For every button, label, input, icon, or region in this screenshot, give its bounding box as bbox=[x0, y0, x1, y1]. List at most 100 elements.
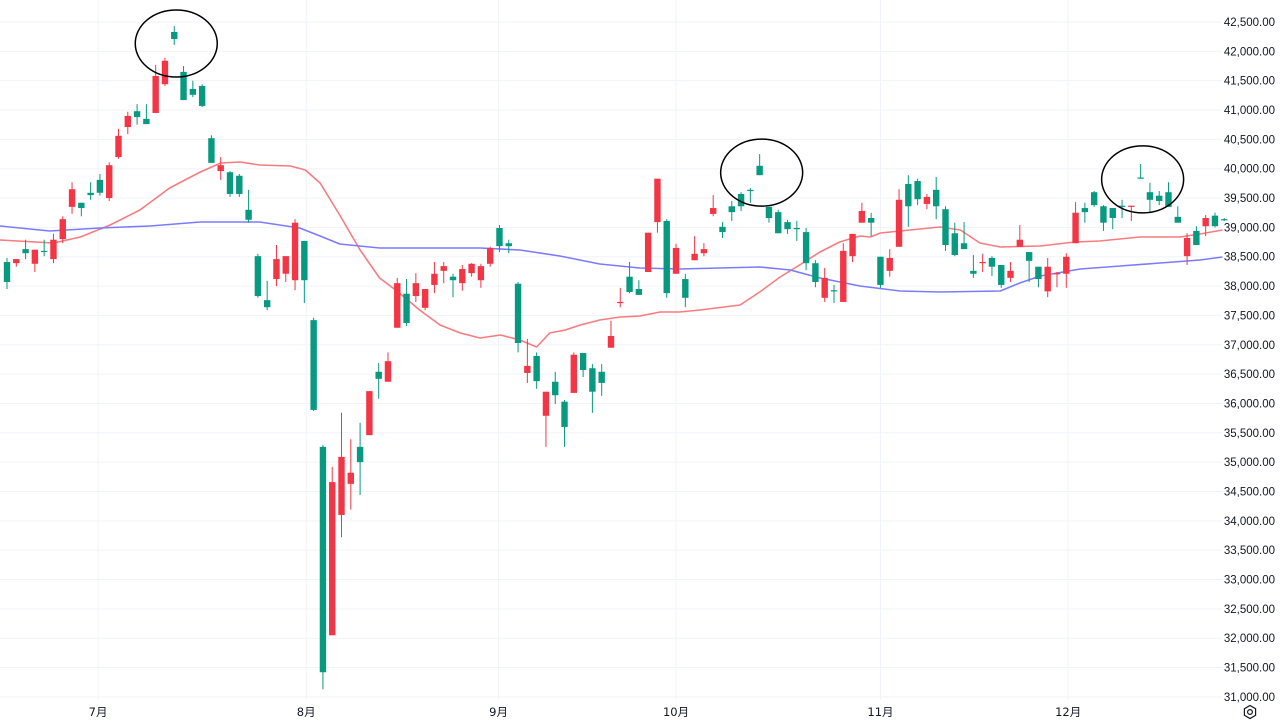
candle-down bbox=[87, 182, 94, 200]
y-tick-label: 33,000.00 bbox=[1224, 575, 1275, 587]
candle-up bbox=[59, 216, 66, 244]
candle-down bbox=[877, 256, 884, 288]
candle-body bbox=[1146, 192, 1154, 200]
candle-down bbox=[505, 239, 512, 254]
candle-body bbox=[1174, 216, 1181, 223]
candle-up bbox=[217, 156, 224, 180]
candle-body bbox=[40, 250, 48, 253]
candle-body bbox=[960, 243, 968, 250]
candle-up bbox=[486, 246, 494, 267]
candle-up bbox=[858, 202, 866, 223]
candle-down bbox=[133, 104, 141, 125]
candle-up bbox=[821, 267, 828, 302]
candle-down bbox=[867, 212, 875, 237]
candle-body bbox=[533, 355, 540, 382]
candle-body bbox=[914, 181, 921, 200]
candle-body bbox=[1072, 212, 1079, 244]
candle-body bbox=[115, 135, 122, 157]
candle-body bbox=[886, 257, 893, 271]
candle-down bbox=[40, 239, 48, 257]
candle-body bbox=[1137, 177, 1144, 179]
candle-body bbox=[375, 371, 382, 379]
candle-body bbox=[412, 283, 420, 297]
candle-down bbox=[96, 173, 104, 196]
candle-down bbox=[78, 202, 85, 217]
y-tick-label: 35,500.00 bbox=[1224, 428, 1275, 440]
candle-up bbox=[1044, 257, 1051, 298]
candle-down bbox=[756, 154, 763, 176]
candle-up bbox=[617, 287, 624, 308]
candle-body bbox=[877, 256, 884, 285]
y-tick-label: 40,000.00 bbox=[1224, 164, 1275, 176]
candle-up bbox=[1063, 253, 1070, 288]
candle-body bbox=[598, 371, 605, 383]
candle-down bbox=[356, 422, 364, 496]
price-axis[interactable]: 42,500.00 42,000.00 41,500.00 41,000.00 40,5… bbox=[1224, 17, 1275, 704]
candle-body bbox=[998, 264, 1005, 285]
candle-body bbox=[579, 352, 587, 371]
candle-body bbox=[1090, 192, 1098, 206]
annotation-ellipse bbox=[719, 138, 804, 207]
candle-down bbox=[496, 225, 503, 253]
candle-up bbox=[282, 256, 289, 282]
candle-up bbox=[1053, 272, 1061, 288]
candle-body bbox=[1016, 239, 1024, 247]
candle-body bbox=[496, 227, 503, 247]
candle-up bbox=[1202, 215, 1209, 237]
x-tick-label: 11月 bbox=[867, 705, 893, 719]
y-tick-label: 39,000.00 bbox=[1224, 222, 1275, 234]
candle-down bbox=[626, 262, 633, 294]
candle-down bbox=[1193, 226, 1200, 246]
candle-body bbox=[96, 179, 104, 193]
candle-body bbox=[254, 256, 262, 297]
candle-up bbox=[468, 263, 475, 277]
candle-down bbox=[198, 84, 206, 108]
y-tick-label: 40,500.00 bbox=[1224, 134, 1275, 146]
candle-body bbox=[1035, 266, 1042, 280]
candle-down bbox=[189, 80, 197, 98]
candle-up bbox=[1007, 262, 1014, 282]
candle-up bbox=[542, 391, 550, 447]
candle-body bbox=[691, 253, 698, 261]
x-tick-label: 10月 bbox=[663, 705, 689, 719]
candle-body bbox=[988, 257, 996, 267]
candle-up bbox=[644, 232, 652, 272]
candle-up bbox=[672, 243, 680, 274]
candle-up bbox=[329, 466, 336, 636]
candle-body bbox=[198, 85, 206, 106]
candle-down bbox=[765, 206, 773, 223]
candle-down bbox=[1211, 212, 1219, 228]
candle-body bbox=[775, 212, 782, 234]
candle-down bbox=[1156, 191, 1163, 206]
candle-up bbox=[840, 243, 847, 302]
candle-up bbox=[384, 352, 392, 382]
candle-down bbox=[682, 273, 689, 308]
candle-up bbox=[161, 57, 169, 86]
settings-hexagon-icon[interactable] bbox=[1242, 704, 1258, 720]
candle-down bbox=[589, 364, 596, 413]
candle-body bbox=[895, 199, 903, 247]
candle-down bbox=[375, 362, 382, 399]
candle-down bbox=[319, 445, 327, 690]
candle-up bbox=[115, 128, 122, 159]
candle-body bbox=[468, 263, 475, 274]
candle-body bbox=[106, 165, 113, 199]
candle-down bbox=[263, 280, 271, 311]
candle-body bbox=[923, 196, 931, 204]
candle-up bbox=[394, 277, 401, 328]
candle-body bbox=[59, 219, 66, 240]
candle-body bbox=[542, 391, 550, 416]
candle-down bbox=[561, 399, 568, 447]
candle-up bbox=[68, 182, 76, 214]
x-tick-label: 7月 bbox=[89, 705, 108, 719]
candle-body bbox=[524, 365, 531, 373]
candle-body bbox=[802, 232, 810, 264]
candle-down bbox=[1137, 164, 1144, 179]
candle-up bbox=[691, 236, 698, 261]
candle-down bbox=[579, 352, 587, 378]
y-tick-label: 35,000.00 bbox=[1224, 457, 1275, 469]
candle-body bbox=[1128, 205, 1135, 207]
time-axis[interactable]: 7月 8月 9月 10月 11月 12月 bbox=[89, 705, 1082, 719]
candle-body bbox=[607, 335, 615, 348]
